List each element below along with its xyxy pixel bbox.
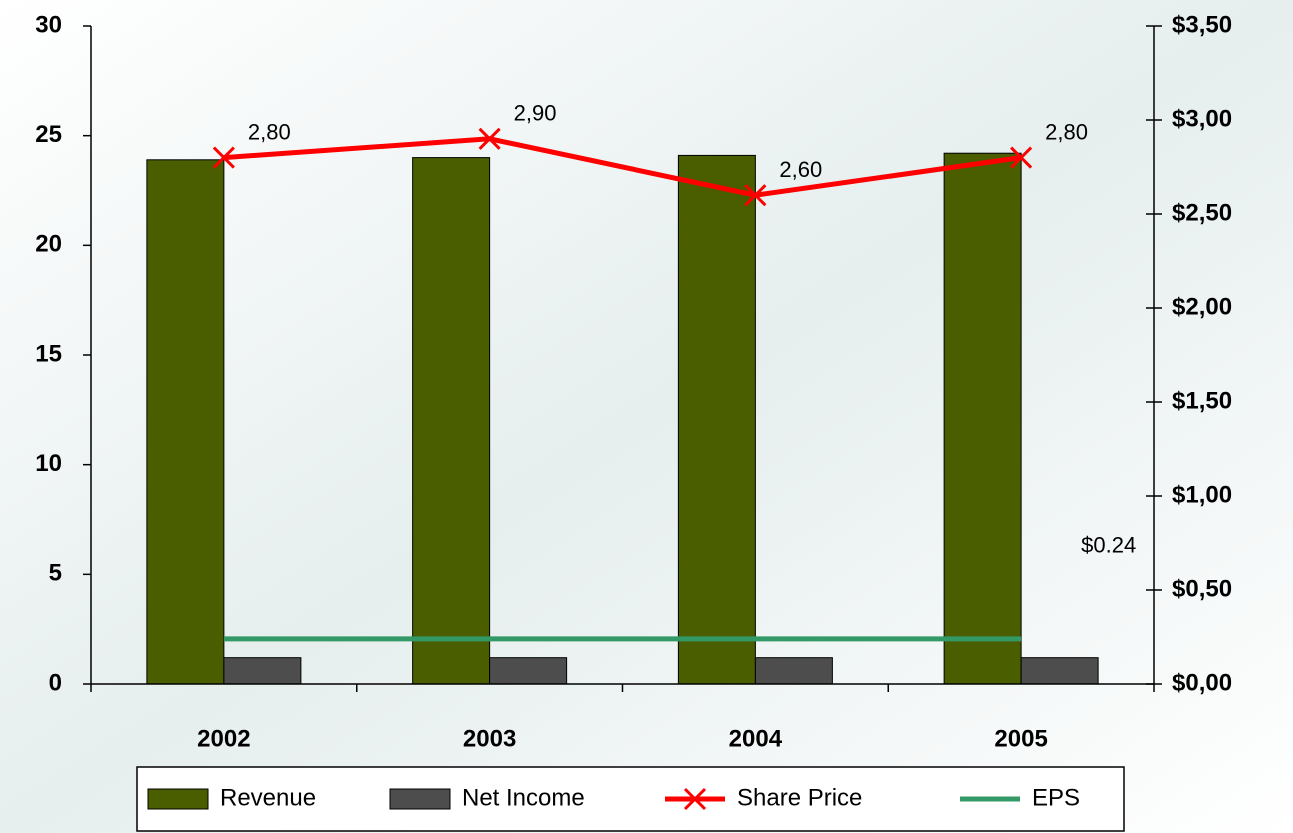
- x-tick-label: 2002: [197, 725, 250, 752]
- x-tick-label: 2003: [463, 725, 516, 752]
- legend-swatch: [147, 788, 209, 810]
- marker: [1010, 146, 1033, 169]
- bar: [146, 159, 225, 685]
- bar: [489, 657, 568, 685]
- y2-tick-label: $1,00: [1172, 481, 1232, 508]
- y2-tick-label: $3,50: [1172, 11, 1232, 38]
- x-tick-label: 2005: [994, 725, 1047, 752]
- y2-tick-label: $1,50: [1172, 387, 1232, 414]
- legend-label: Share Price: [737, 784, 862, 811]
- legend-box: [136, 766, 1125, 832]
- y-tick-label: 0: [49, 669, 62, 696]
- legend: Revenue Net Income Share Price EPS: [136, 766, 1125, 832]
- y-tick-label: 5: [49, 560, 62, 587]
- bar: [754, 657, 833, 685]
- y-tick-label: 10: [35, 450, 62, 477]
- bar: [943, 152, 1022, 685]
- bar: [1020, 657, 1099, 685]
- y-tick-label: 15: [35, 340, 62, 367]
- data-label: 2,60: [779, 157, 822, 182]
- data-label: 2,80: [1045, 119, 1088, 144]
- y-tick-label: 30: [35, 11, 62, 38]
- bar: [223, 657, 302, 685]
- data-label: $0.24: [1081, 533, 1136, 558]
- bar: [677, 154, 756, 685]
- y-tick-label: 20: [35, 231, 62, 258]
- legend-label: Net Income: [462, 784, 585, 811]
- marker: [212, 146, 235, 169]
- bar: [412, 157, 491, 685]
- legend-label: Revenue: [220, 784, 316, 811]
- data-label: 2,90: [514, 101, 557, 126]
- y2-tick-label: $2,50: [1172, 199, 1232, 226]
- legend-marker: [683, 787, 707, 811]
- data-label: 2,80: [248, 119, 291, 144]
- y-tick-label: 25: [35, 121, 62, 148]
- marker: [478, 127, 501, 150]
- marker: [744, 184, 767, 207]
- line: [223, 136, 1022, 198]
- y2-tick-label: $0,00: [1172, 669, 1232, 696]
- y2-tick-label: $0,50: [1172, 575, 1232, 602]
- legend-label: EPS: [1032, 784, 1080, 811]
- x-tick-label: 2004: [729, 725, 783, 752]
- y2-tick-label: $2,00: [1172, 293, 1232, 320]
- y2-tick-label: $3,00: [1172, 105, 1232, 132]
- legend-swatch: [389, 788, 451, 810]
